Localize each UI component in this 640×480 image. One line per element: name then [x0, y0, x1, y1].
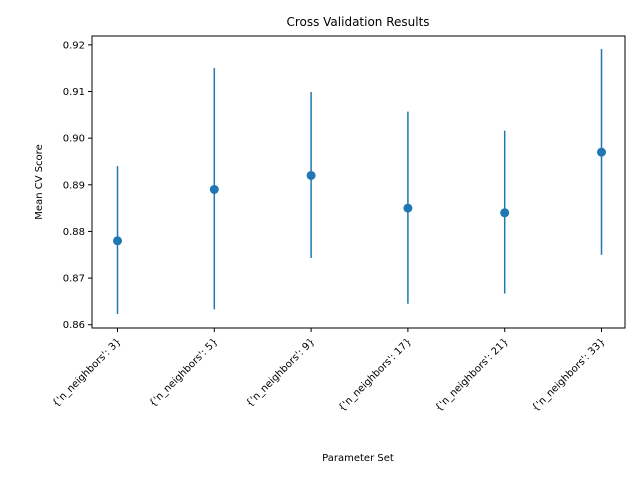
y-tick-label: 0.92: [63, 40, 85, 51]
y-tick-label: 0.90: [63, 134, 85, 145]
data-point: [500, 208, 510, 218]
y-tick-label: 0.88: [63, 227, 85, 238]
chart-title: Cross Validation Results: [286, 15, 429, 29]
data-points: [113, 147, 606, 246]
data-point: [209, 184, 219, 194]
y-axis-ticks: 0.86 0.87 0.88 0.89 0.90 0.91 0.92: [63, 40, 92, 331]
data-point: [597, 147, 606, 157]
data-point: [306, 170, 316, 180]
y-tick-label: 0.91: [63, 87, 85, 98]
data-point: [113, 236, 122, 246]
y-axis-label: Mean CV Score: [34, 144, 45, 219]
data-point: [403, 203, 413, 213]
plot-frame: [91, 35, 626, 329]
y-tick-label: 0.89: [63, 180, 85, 191]
y-tick-label: 0.86: [63, 320, 85, 331]
y-tick-label: 0.87: [63, 274, 85, 285]
x-axis-label: Parameter Set: [322, 453, 394, 464]
